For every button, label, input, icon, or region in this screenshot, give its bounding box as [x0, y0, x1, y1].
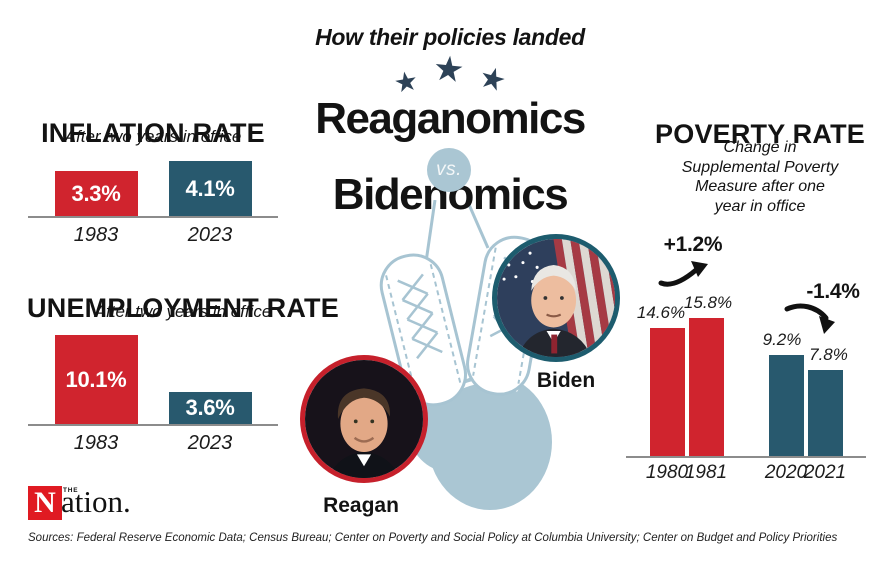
reaganomics-title: Reaganomics [315, 94, 586, 143]
poverty-year-label-2020: 2020 [764, 462, 808, 483]
inflation-bar-2023: 4.1% [168, 161, 252, 216]
poverty-year-label-2021: 2021 [803, 462, 847, 483]
inflation-year-label-2023: 2023 [187, 224, 233, 246]
poverty-year-label-1981: 1981 [684, 462, 728, 483]
unemployment-bar-group-2023: 3.6% 2023 [168, 392, 252, 454]
sources-line: Sources: Federal Reserve Economic Data; … [28, 532, 838, 544]
poverty-subtitle-line: Change in [723, 139, 797, 156]
poverty-bar-1981 [688, 318, 724, 456]
poverty-decrease-annotation: -1.4% [806, 280, 860, 303]
poverty-chart-title: POVERTY RATE [655, 119, 865, 150]
poverty-bar-2021 [807, 370, 843, 456]
unemployment-bars: 10.1% 1983 3.6% 2023 [28, 330, 278, 454]
biden-portrait-art [497, 239, 615, 357]
unemployment-year-label-2023: 2023 [187, 432, 233, 454]
poverty-increase-annotation: +1.2% [663, 233, 723, 256]
unemployment-bar-group-1983: 10.1% 1983 [54, 335, 138, 454]
inflation-bar-group-1983: 3.3% 1983 [54, 171, 138, 246]
poverty-bars: 14.6% 1980 15.8% 1981 9.2% 2020 7.8% 2021 [626, 293, 866, 483]
unemployment-value-label-1983: 10.1% [65, 366, 127, 392]
inflation-value-label-2023: 4.1% [185, 175, 235, 201]
logo-red-box: N [28, 486, 62, 520]
inflation-bar-group-2023: 4.1% 2023 [168, 161, 252, 246]
reagan-photo [300, 355, 428, 483]
poverty-value-label-1981: 15.8% [683, 293, 733, 312]
poverty-bar-group-2021: 7.8% 2021 [804, 345, 848, 483]
poverty-chart-subtitle: Change in Supplemental Poverty Measure a… [650, 138, 870, 216]
unemployment-bar-2023: 3.6% [168, 392, 252, 424]
reagan-portrait-art [305, 360, 423, 478]
star-icon: ★ [474, 59, 510, 100]
poverty-subtitle-line: Supplemental Poverty [681, 158, 839, 176]
star-icon: ★ [431, 48, 467, 91]
unemployment-chart-subtitle: After two years in office [94, 302, 272, 321]
poverty-year-label-1980: 1980 [645, 462, 689, 483]
inflation-year-label-1983: 1983 [73, 224, 119, 246]
poverty-bar-1980 [649, 328, 685, 456]
poverty-axis-line [626, 456, 866, 458]
main-title: How their policies landed [315, 24, 585, 50]
curved-up-arrow-icon [658, 261, 708, 287]
curved-down-arrow-icon [784, 303, 835, 334]
poverty-subtitle-line: Measure after one [695, 178, 825, 195]
poverty-value-label-2021: 7.8% [809, 345, 848, 364]
poverty-value-label-2020: 9.2% [762, 330, 802, 349]
inflation-axis-line [28, 216, 278, 218]
vs-badge: vs. [427, 148, 471, 192]
logo-the: THE [63, 487, 79, 494]
poverty-bar-group-1980: 14.6% 1980 [637, 303, 688, 483]
stars-decoration: ★ ★ ★ [266, 48, 634, 99]
vs-badge-label: vs. [436, 159, 462, 180]
logo-initial: N [34, 486, 56, 519]
poverty-value-label-1980: 14.6% [636, 303, 686, 322]
poverty-bar-group-2020: 9.2% 2020 [763, 330, 808, 483]
inflation-value-label-1983: 3.3% [71, 180, 121, 206]
inflation-chart-subtitle: After two years in office [64, 127, 242, 146]
inflation-bar-1983: 3.3% [54, 171, 138, 216]
biden-label: Biden [536, 369, 596, 392]
unemployment-bar-1983: 10.1% [54, 335, 138, 424]
poverty-subtitle-line: year in office [714, 197, 806, 215]
unemployment-axis-line [28, 424, 278, 426]
unemployment-year-label-1983: 1983 [73, 432, 119, 454]
unemployment-chart-title: UNEMPLOYMENT RATE [27, 293, 339, 324]
unemployment-value-label-2023: 3.6% [185, 395, 235, 420]
inflation-bars: 3.3% 1983 4.1% 2023 [28, 146, 278, 246]
inflation-chart-title: INFLATION RATE [41, 118, 265, 149]
biden-photo [492, 234, 620, 362]
reagan-label: Reagan [323, 494, 399, 517]
poverty-bar-group-1981: 15.8% 1981 [684, 293, 732, 483]
logo-wordmark: ation. [61, 484, 131, 519]
poverty-bar-2020 [768, 355, 804, 456]
